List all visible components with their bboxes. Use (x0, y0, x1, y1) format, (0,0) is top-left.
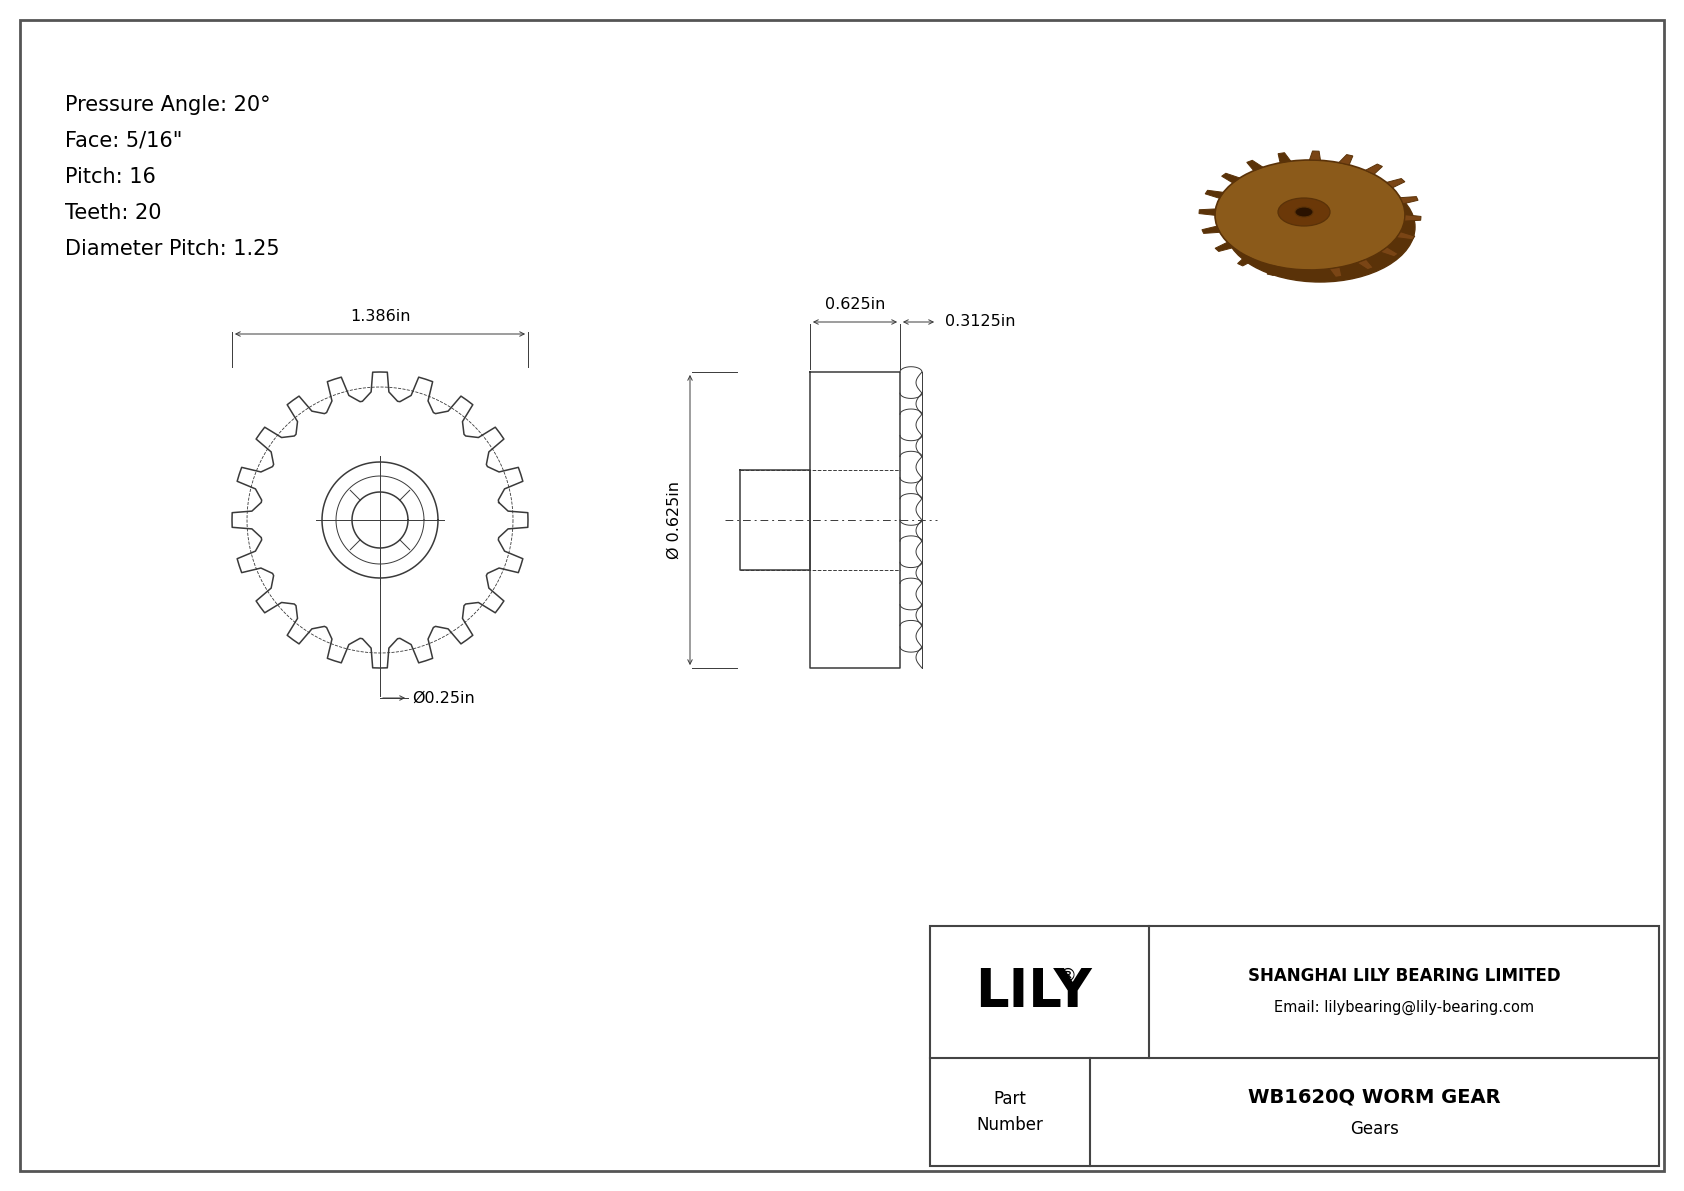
Polygon shape (1401, 197, 1418, 204)
Polygon shape (1206, 191, 1223, 198)
Polygon shape (1366, 164, 1383, 174)
Text: Teeth: 20: Teeth: 20 (66, 202, 162, 223)
Polygon shape (1381, 248, 1398, 257)
Ellipse shape (1278, 198, 1330, 226)
Text: 1.386in: 1.386in (350, 308, 411, 324)
Polygon shape (1238, 256, 1255, 266)
Polygon shape (1199, 208, 1216, 216)
Polygon shape (1404, 214, 1421, 222)
Ellipse shape (1214, 160, 1404, 270)
Text: SHANGHAI LILY BEARING LIMITED: SHANGHAI LILY BEARING LIMITED (1248, 967, 1559, 985)
Polygon shape (1386, 179, 1404, 188)
Polygon shape (1357, 260, 1372, 269)
Polygon shape (1396, 232, 1415, 239)
Polygon shape (1310, 151, 1320, 161)
Polygon shape (1278, 152, 1290, 163)
Text: 0.625in: 0.625in (825, 297, 886, 312)
Text: Ø 0.625in: Ø 0.625in (667, 481, 682, 559)
Bar (930, 925, 1659, 1166)
Polygon shape (1221, 173, 1239, 183)
Polygon shape (1329, 267, 1342, 278)
Text: Pressure Angle: 20°: Pressure Angle: 20° (66, 95, 271, 116)
Polygon shape (1339, 155, 1352, 164)
Text: Email: lilybearing@lily-bearing.com: Email: lilybearing@lily-bearing.com (1273, 999, 1534, 1015)
Polygon shape (1202, 226, 1219, 233)
Text: Gears: Gears (1351, 1120, 1399, 1137)
Ellipse shape (1224, 172, 1415, 282)
Text: Part
Number: Part Number (977, 1091, 1044, 1134)
Polygon shape (1246, 161, 1263, 170)
Polygon shape (1300, 269, 1310, 279)
Text: ®: ® (1058, 967, 1076, 985)
Text: Face: 5/16": Face: 5/16" (66, 131, 182, 151)
Polygon shape (1266, 266, 1282, 275)
Text: Pitch: 16: Pitch: 16 (66, 167, 157, 187)
Text: WB1620Q WORM GEAR: WB1620Q WORM GEAR (1248, 1087, 1500, 1106)
Text: LILY: LILY (975, 966, 1091, 1018)
Text: Diameter Pitch: 1.25: Diameter Pitch: 1.25 (66, 239, 280, 258)
Text: 0.3125in: 0.3125in (945, 314, 1015, 330)
Text: Ø0.25in: Ø0.25in (413, 691, 475, 705)
Ellipse shape (1295, 207, 1314, 217)
Polygon shape (1216, 242, 1233, 251)
